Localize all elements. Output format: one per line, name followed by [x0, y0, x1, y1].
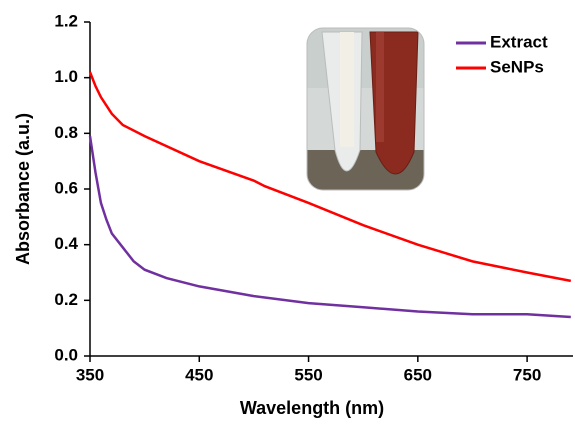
series-line: [88, 135, 571, 319]
y-tick-label: 0.8: [54, 123, 78, 142]
x-tick-label: 550: [294, 365, 322, 384]
y-axis-title: Absorbance (a.u.): [13, 113, 33, 265]
x-axis-title: Wavelength (nm): [240, 398, 384, 418]
x-tick-label: 650: [404, 365, 432, 384]
y-tick-label: 0.0: [54, 345, 78, 364]
x-tick-label: 750: [513, 365, 541, 384]
y-tick-label: 0.6: [54, 178, 78, 197]
series-line: [88, 71, 572, 283]
y-tick-label: 0.2: [54, 290, 78, 309]
x-tick-label: 450: [185, 365, 213, 384]
x-tick-label: 350: [76, 365, 104, 384]
y-tick-label: 1.0: [54, 67, 78, 86]
legend-label: SeNPs: [490, 57, 544, 76]
inset-photo: [306, 27, 425, 191]
y-tick-label: 0.4: [54, 234, 78, 253]
legend-label: Extract: [490, 32, 548, 51]
y-tick-label: 1.2: [54, 11, 78, 30]
